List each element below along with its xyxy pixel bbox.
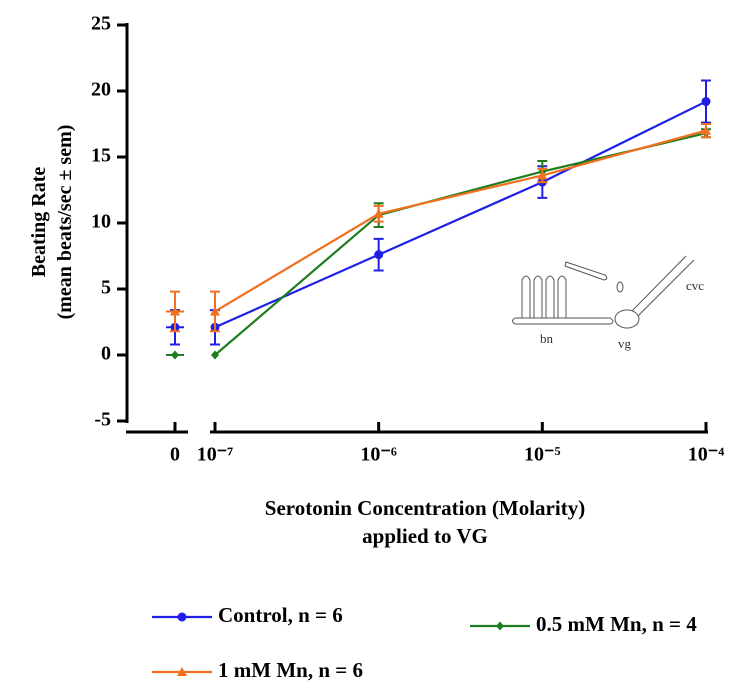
series-line [214,129,707,313]
marker [373,208,384,218]
annotation: bn [540,331,554,346]
annotation: vg [618,336,632,351]
y-tick-label: 25 [91,13,111,35]
series-line [214,132,707,356]
y-axis-label: Beating Rate (mean beats/sec ± sem) [28,125,76,320]
legend-item: Control, n = 6 [152,603,343,627]
series [166,128,711,360]
y-tick-label: 15 [91,145,111,167]
y-tick-label: 10 [91,211,111,233]
legend-label: 1 mM Mn, n = 6 [218,658,363,682]
y-axis-label-line: (mean beats/sec ± sem) [54,125,76,320]
marker [701,125,711,135]
marker [374,250,384,260]
x-tick-label: 0 [170,444,180,466]
y-tick-label: 20 [91,79,111,101]
series [166,123,711,333]
marker [170,306,180,316]
x-tick-label: 10⁻⁷ [197,444,234,466]
inset-diagram: cvc bn vg [512,255,704,351]
x-axis-label: applied to VG [362,524,488,548]
legend-item: 1 mM Mn, n = 6 [152,658,363,682]
annotation: cvc [686,278,704,293]
y-tick-label: -5 [94,409,111,431]
marker [211,350,219,360]
legend-label: 0.5 mM Mn, n = 4 [536,612,697,636]
series [166,79,711,346]
marker [537,170,548,180]
y-tick-label: 0 [101,343,111,365]
legend-marker [177,612,187,622]
marker [171,350,179,360]
marker [210,306,220,316]
marker [701,97,711,107]
legend-marker [177,667,187,676]
x-axis-label: Serotonin Concentration (Molarity) [265,496,585,520]
x-tick-label: 10⁻⁴ [688,444,725,466]
x-tick-label: 10⁻⁵ [524,444,561,466]
series-line [214,100,707,329]
legend-marker [496,621,504,631]
legend-item: 0.5 mM Mn, n = 4 [470,612,697,636]
legend-label: Control, n = 6 [218,603,343,627]
x-tick-label: 10⁻⁶ [360,444,397,466]
y-tick-label: 5 [101,277,111,299]
y-axis-label-line: Beating Rate [28,167,50,278]
